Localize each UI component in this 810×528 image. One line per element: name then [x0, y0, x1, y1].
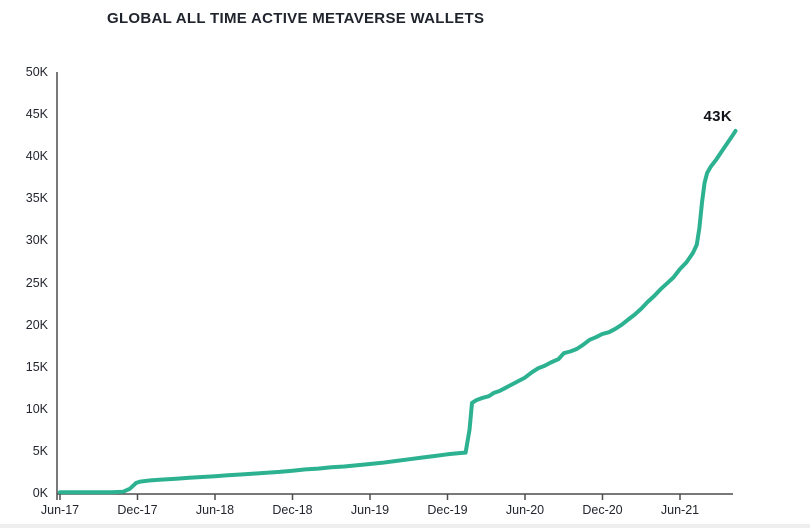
- y-tick-label: 25K: [25, 275, 48, 290]
- x-tick-label: Jun-17: [40, 503, 80, 517]
- y-tick-label: 5K: [32, 443, 48, 458]
- y-tick-label: 50K: [25, 65, 48, 79]
- end-value-annotation: 43K: [703, 107, 732, 125]
- x-tick-label: Dec-20: [582, 503, 623, 517]
- y-tick-label: 15K: [25, 359, 48, 374]
- x-tick-label: Jun-21: [660, 503, 700, 517]
- x-tick-label: Jun-20: [505, 503, 545, 517]
- wallets-line-series: [58, 128, 738, 495]
- y-tick-label: 0K: [32, 486, 48, 500]
- x-tick-label: Dec-18: [272, 503, 313, 517]
- x-tick-label: Dec-19: [427, 503, 468, 517]
- x-tick-label: Dec-17: [117, 503, 158, 517]
- y-tick-label: 20K: [25, 317, 48, 332]
- y-tick-label: 10K: [25, 401, 48, 416]
- y-tick-label: 45K: [25, 107, 48, 122]
- x-tick-label: Jun-19: [350, 503, 390, 517]
- y-tick-label: 35K: [25, 191, 48, 206]
- bottom-edge-strip: [0, 524, 810, 528]
- y-tick-label: 40K: [25, 149, 48, 164]
- y-tick-label: 30K: [25, 233, 48, 248]
- x-tick-label: Jun-18: [195, 503, 235, 517]
- chart-title: GLOBAL ALL TIME ACTIVE METAVERSE WALLETS: [107, 10, 485, 27]
